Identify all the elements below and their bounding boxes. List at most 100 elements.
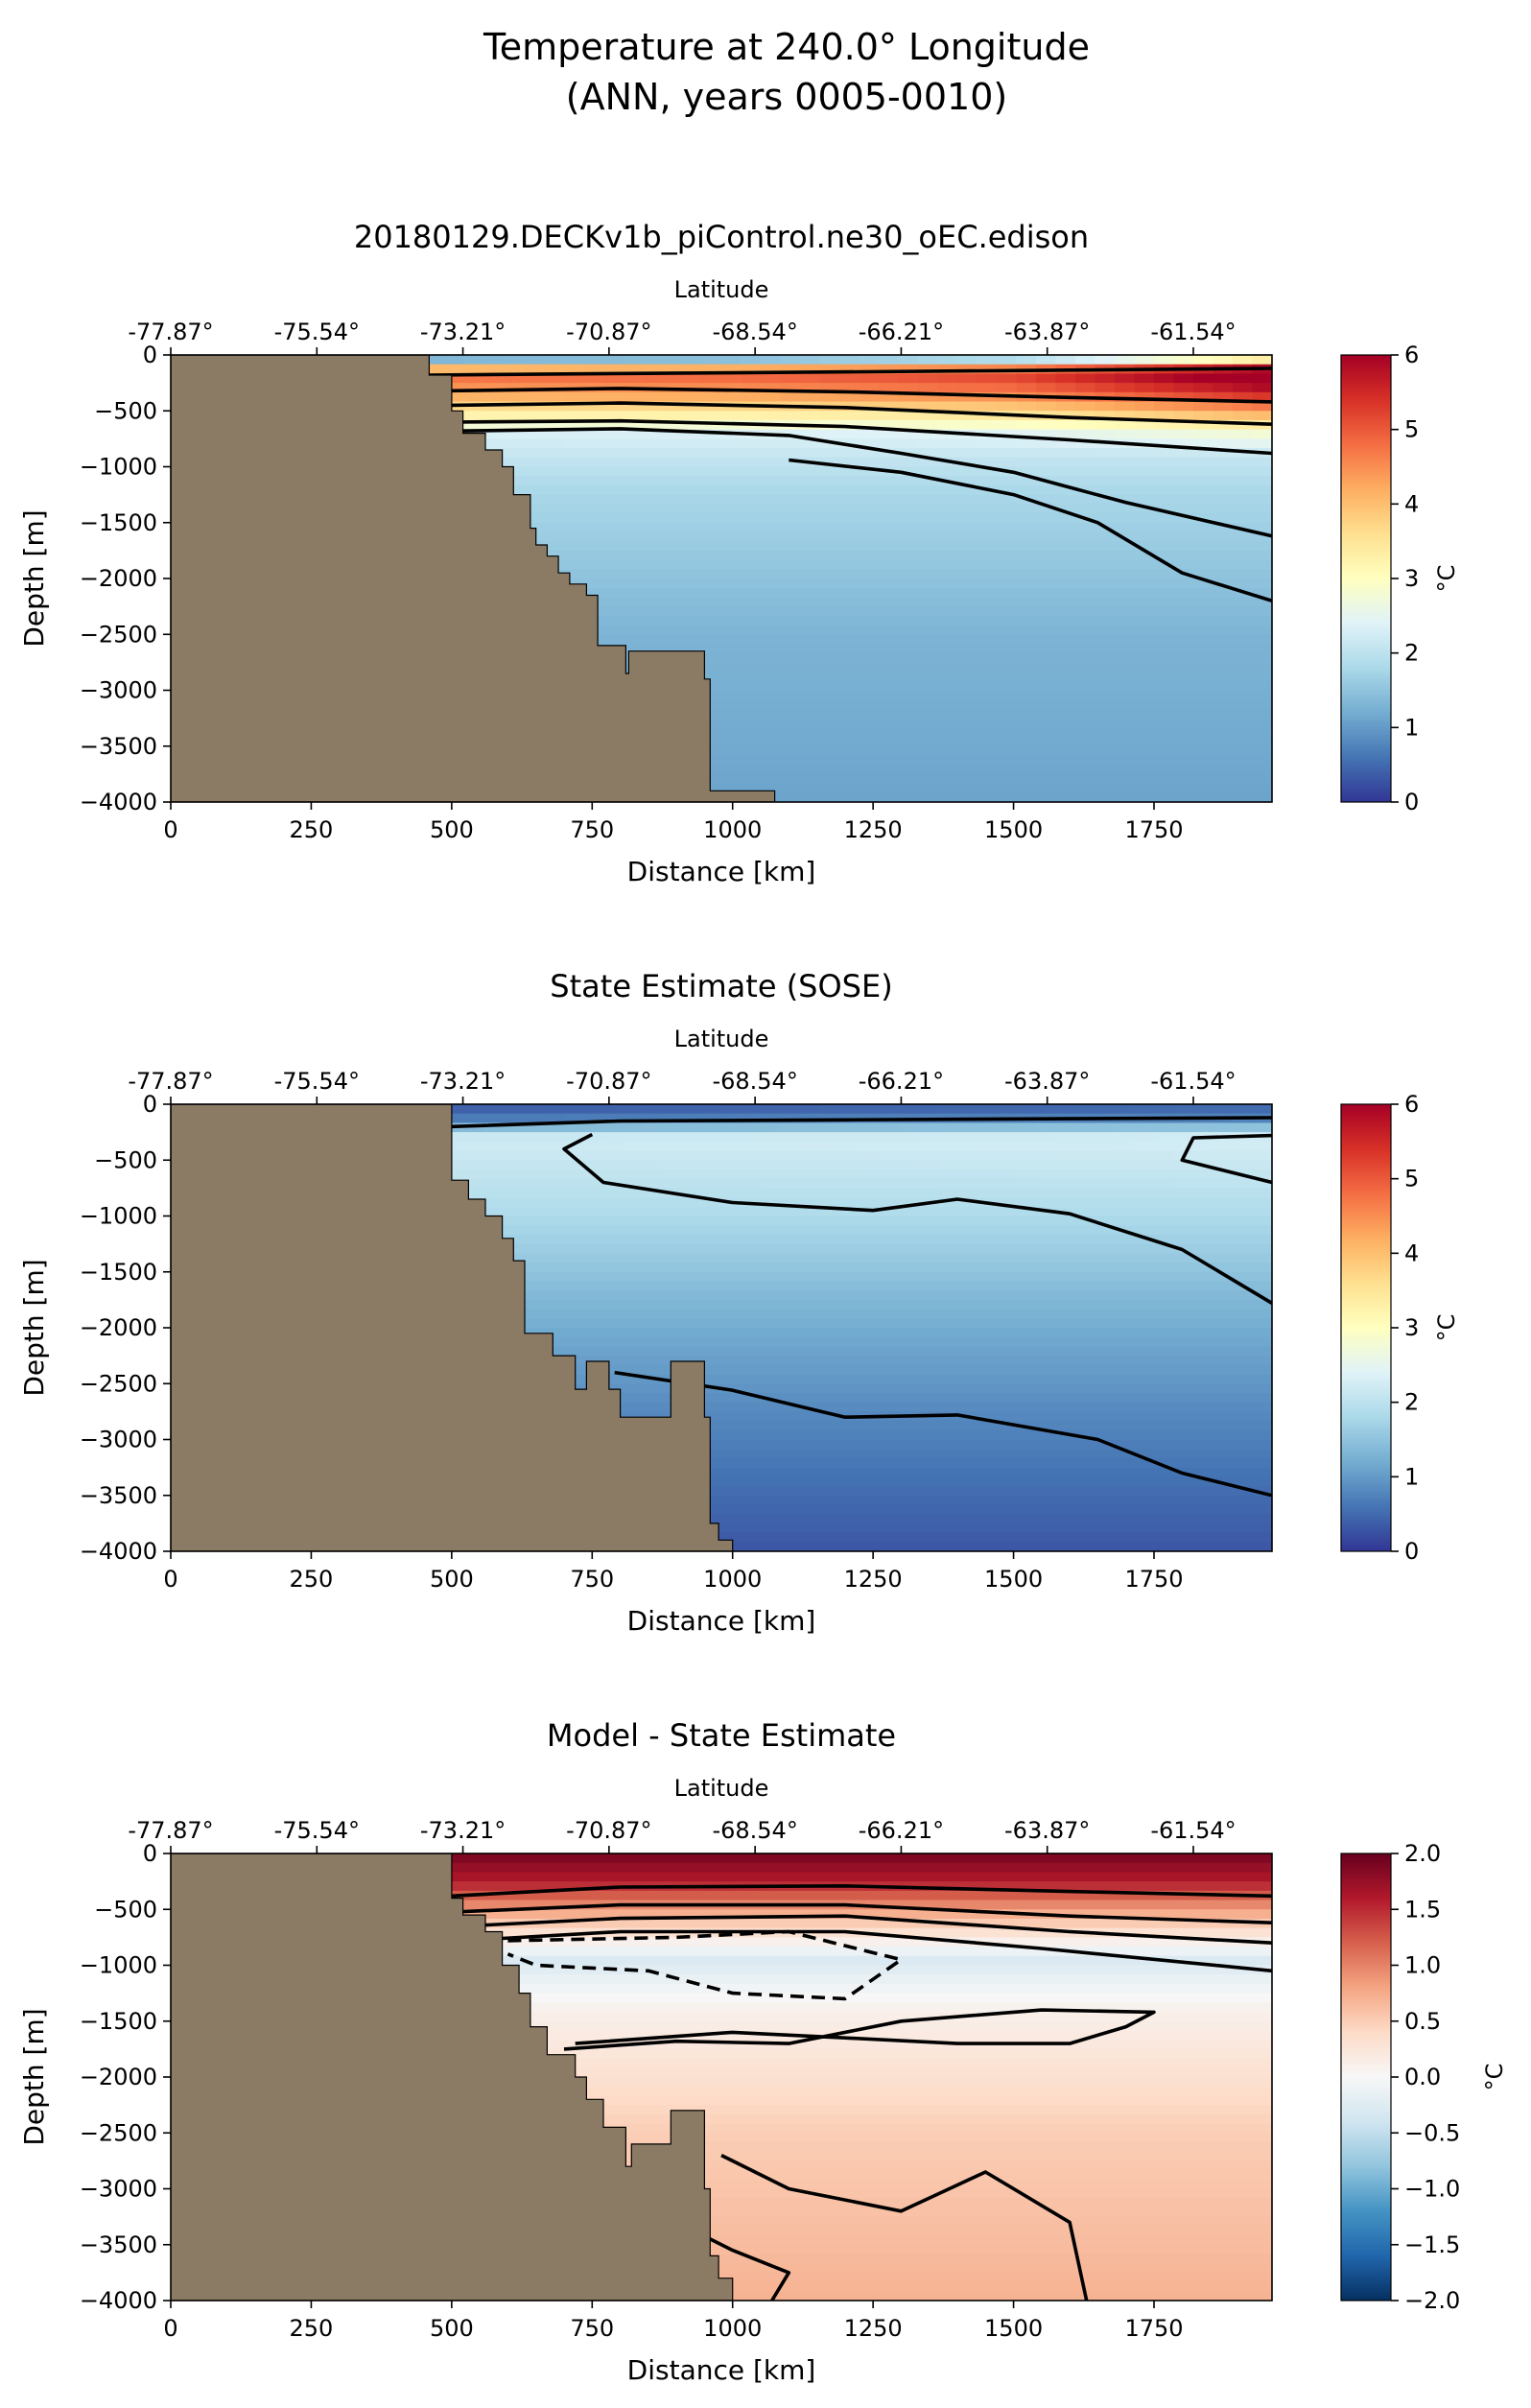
field-cell xyxy=(1213,737,1234,747)
field-cell xyxy=(839,1402,860,1412)
field-cell xyxy=(446,1141,467,1152)
x-tick-label: 500 xyxy=(430,816,474,843)
field-cell xyxy=(1154,708,1175,720)
field-cell xyxy=(859,737,880,747)
field-cell xyxy=(997,1290,1018,1301)
field-cell xyxy=(1016,559,1037,570)
field-cell xyxy=(957,1263,978,1273)
field-cell xyxy=(1036,727,1057,738)
field-cell xyxy=(800,1429,821,1441)
field-cell xyxy=(819,1374,840,1384)
field-cell xyxy=(977,1514,998,1524)
contour-line xyxy=(457,427,1272,538)
field-cell xyxy=(761,494,782,505)
field-cell xyxy=(859,1188,880,1198)
field-cell xyxy=(957,1104,978,1115)
field-cell xyxy=(957,1160,978,1170)
field-cell xyxy=(721,1402,742,1412)
field-cell xyxy=(525,1243,546,1254)
field-cell xyxy=(721,1141,742,1152)
field-cell xyxy=(721,559,742,570)
field-cell xyxy=(643,1253,664,1263)
field-cell xyxy=(977,662,998,673)
field-cell xyxy=(623,1328,644,1338)
field-cell xyxy=(603,476,624,486)
field-cell xyxy=(819,559,840,570)
field-cell xyxy=(859,1309,880,1319)
field-cell xyxy=(485,1178,506,1189)
field-cell xyxy=(859,1197,880,1208)
field-cell xyxy=(1154,373,1175,384)
field-cell xyxy=(800,1542,821,1551)
field-cell xyxy=(1055,1290,1076,1301)
field-cell xyxy=(859,1160,880,1170)
field-cell xyxy=(682,1206,703,1217)
field-cell xyxy=(741,1281,762,1291)
field-cell xyxy=(525,1150,546,1161)
field-cell xyxy=(741,708,762,720)
field-cell xyxy=(997,1122,1018,1133)
field-cell xyxy=(623,1402,644,1412)
field-cell xyxy=(819,1429,840,1441)
field-cell xyxy=(701,1216,722,1226)
field-cell xyxy=(1173,792,1194,802)
field-cell xyxy=(544,541,565,552)
field-cell xyxy=(741,1169,762,1180)
field-cell xyxy=(1036,699,1057,710)
field-cell xyxy=(997,504,1018,514)
field-cell xyxy=(977,1532,998,1543)
field-cell xyxy=(564,411,585,421)
field-cell xyxy=(918,1290,939,1301)
field-cell xyxy=(603,401,624,412)
field-cell xyxy=(859,1281,880,1291)
field-cell xyxy=(1213,569,1234,579)
field-cell xyxy=(643,1299,664,1310)
field-cell xyxy=(741,699,762,710)
field-cell xyxy=(898,457,919,468)
field-cell xyxy=(977,1299,998,1310)
field-cell xyxy=(957,504,978,514)
field-cell xyxy=(1055,448,1076,459)
field-cell xyxy=(898,1467,919,1477)
field-cell xyxy=(583,448,604,459)
field-cell xyxy=(898,1206,919,1217)
field-cell xyxy=(1095,578,1116,589)
field-cell xyxy=(819,1309,840,1319)
field-cell xyxy=(701,699,722,710)
field-cell xyxy=(859,1234,880,1245)
field-cell xyxy=(879,1476,900,1487)
field-cell xyxy=(1036,513,1057,524)
field-cell xyxy=(957,550,978,561)
field-cell xyxy=(997,1328,1018,1338)
field-cell xyxy=(898,1495,919,1506)
field-cell xyxy=(1154,578,1175,589)
field-cell xyxy=(1193,531,1214,542)
field-cell xyxy=(761,1113,782,1124)
field-cell xyxy=(643,429,664,439)
field-cell xyxy=(721,1234,742,1245)
field-cell xyxy=(800,1216,821,1226)
field-cell xyxy=(977,504,998,514)
field-cell xyxy=(741,531,762,542)
field-cell xyxy=(544,419,565,431)
field-cell xyxy=(1036,718,1057,728)
field-cell xyxy=(603,1150,624,1161)
field-cell xyxy=(643,466,664,477)
field-cell xyxy=(1036,1309,1057,1319)
field-cell xyxy=(643,457,664,468)
y-tick-label: −500 xyxy=(94,397,157,424)
field-cell xyxy=(643,1150,664,1161)
field-cell xyxy=(1075,355,1096,366)
field-cell xyxy=(997,1299,1018,1310)
field-cell xyxy=(505,1169,526,1180)
field-cell xyxy=(1095,466,1116,477)
field-cell xyxy=(879,699,900,710)
field-cell xyxy=(721,1253,742,1263)
field-cell xyxy=(1233,391,1254,403)
field-cell xyxy=(1075,531,1096,542)
field-cell xyxy=(800,1104,821,1115)
field-cell xyxy=(564,1206,585,1217)
field-cell xyxy=(800,792,821,802)
field-cell xyxy=(898,569,919,579)
